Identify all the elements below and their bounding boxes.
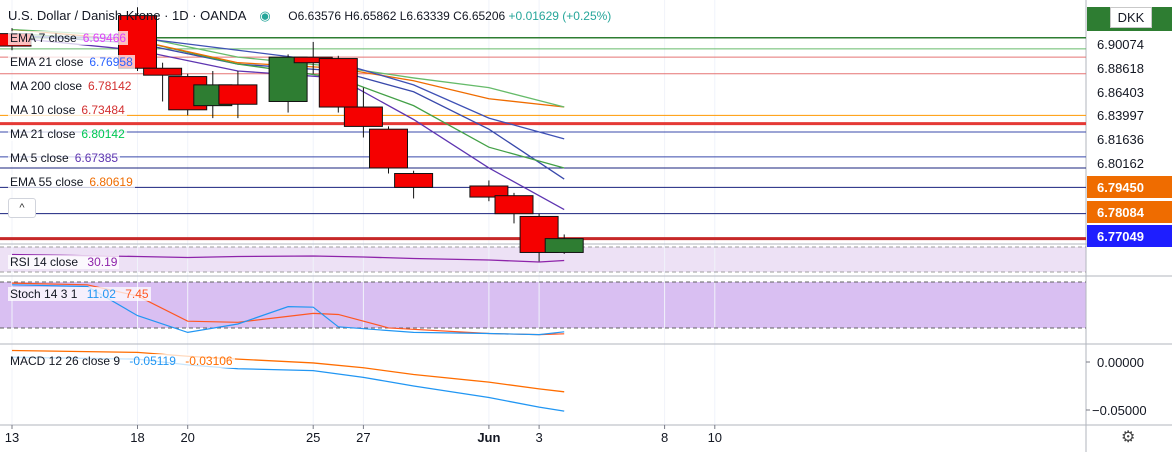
candle-body [469, 185, 509, 198]
indicator-name: MA 10 close [10, 103, 76, 117]
macd-axis-tick: 0.00000 [1097, 355, 1144, 370]
indicator-value: 6.76958 [89, 55, 133, 69]
low-value: L6.63339 [399, 9, 450, 23]
stoch-k-line [11, 284, 565, 336]
candle-body [143, 67, 183, 76]
price-tag-label: 6.90074 [1097, 37, 1144, 52]
indicator-name: EMA 21 close [10, 55, 84, 69]
x-tick-label: 10 [708, 430, 722, 445]
price-tag-bg [1087, 176, 1172, 198]
x-tick-label: 20 [180, 430, 194, 445]
indicator-value: 6.69466 [82, 31, 127, 45]
indicator-name: EMA 55 close [10, 175, 84, 189]
x-tick-label: 8 [661, 430, 668, 445]
indicator-legend-item[interactable]: MA 21 close 6.80142 [8, 127, 127, 141]
indicator-name: MA 5 close [10, 151, 69, 165]
indicator-value: 6.80142 [81, 127, 125, 141]
indicator-value: 6.73484 [81, 103, 125, 117]
price-tag-label: 6.81636 [1097, 132, 1144, 147]
gear-icon[interactable]: ⚙ [1121, 429, 1136, 446]
indicator-value: 6.78142 [88, 79, 132, 93]
indicator-name: EMA 7 close [10, 31, 77, 45]
price-tag-label: 6.80162 [1097, 156, 1144, 171]
macd-legend: MACD 12 26 close 9 -0.05119 -0.03106 [8, 354, 235, 368]
price-tag-label: 6.77049 [1097, 229, 1144, 244]
candle-body [318, 58, 358, 108]
x-tick-label: 3 [535, 430, 542, 445]
stoch-band [0, 282, 1086, 328]
chart-header: U.S. Dollar / Danish Krone · 1D · OANDA … [8, 8, 611, 24]
indicator-value: 6.80619 [89, 175, 133, 189]
price-tag-label: 6.79450 [1097, 180, 1144, 195]
change-value: +0.01629 (+0.25%) [508, 9, 612, 23]
close-value: C6.65206 [453, 9, 506, 23]
indicator-name: MA 200 close [10, 79, 83, 93]
indicator-legend-item[interactable]: EMA 21 close 6.76958 [8, 55, 135, 69]
indicator-value: 6.67385 [74, 151, 119, 165]
candle-body [394, 173, 434, 188]
market-status-icon: ◉ [259, 8, 271, 23]
rsi-legend: RSI 14 close 30.19 [8, 255, 120, 269]
indicator-name: MA 21 close [10, 127, 76, 141]
currency-label[interactable]: DKK [1110, 7, 1152, 28]
indicator-legend-item[interactable]: EMA 55 close 6.80619 [8, 175, 135, 189]
indicator-legend-item[interactable]: MA 200 close 6.78142 [8, 79, 134, 93]
price-tag-label: 6.83997 [1097, 108, 1144, 123]
candle-body [268, 56, 308, 102]
chevron-up-icon: ^ [19, 202, 25, 214]
stoch-k-value: 11.02 [86, 287, 116, 301]
x-tick-label: Jun [477, 430, 500, 445]
high-value: H6.65862 [344, 9, 397, 23]
x-tick-label: 25 [306, 430, 320, 445]
rsi-name: RSI 14 close [10, 255, 79, 269]
candle-body [544, 238, 584, 253]
stoch-name: Stoch 14 3 1 [10, 287, 78, 301]
macd-axis-tick: −0.05000 [1092, 403, 1147, 418]
macd-signal-value: -0.03106 [185, 354, 233, 368]
price-tag-label: 6.86403 [1097, 85, 1144, 100]
stoch-d-value: 7.45 [125, 287, 149, 301]
rsi-value: 30.19 [87, 255, 118, 269]
price-tag-label: 6.88618 [1097, 61, 1144, 76]
indicator-legend-item[interactable]: MA 10 close 6.73484 [8, 103, 127, 117]
symbol-title: U.S. Dollar / Danish Krone · 1D · OANDA [8, 8, 246, 23]
collapse-legend-button[interactable]: ^ [8, 198, 36, 218]
candle-body [494, 195, 534, 215]
candle-body [218, 84, 258, 105]
macd-name: MACD 12 26 close 9 [10, 354, 121, 368]
rsi-line [11, 253, 565, 263]
x-tick-label: 27 [356, 430, 370, 445]
macd-value: -0.05119 [129, 354, 176, 368]
x-tick-label: 13 [5, 430, 19, 445]
candle-body [343, 106, 383, 127]
stoch-legend: Stoch 14 3 1 11.02 7.45 [8, 287, 151, 301]
indicator-legend-item[interactable]: MA 5 close 6.67385 [8, 151, 121, 165]
indicator-legend-item[interactable]: EMA 7 close 6.69466 [8, 31, 129, 45]
price-tag-bg [1087, 201, 1172, 223]
price-tag-bg [1087, 225, 1172, 247]
price-tag-label: 6.78084 [1097, 205, 1145, 220]
candle-body [369, 128, 408, 169]
open-value: O6.63576 [288, 9, 342, 23]
x-tick-label: 18 [130, 430, 144, 445]
